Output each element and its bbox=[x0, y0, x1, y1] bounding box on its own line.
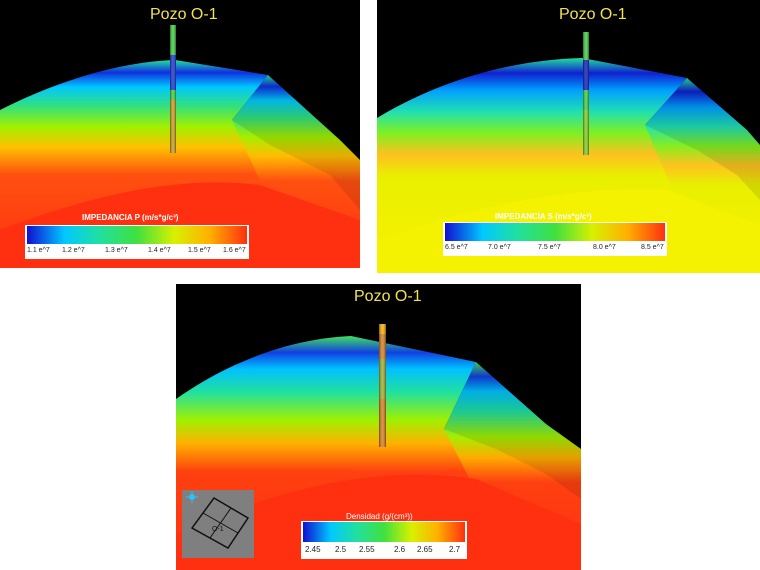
map-orientation-icon bbox=[186, 491, 250, 549]
colorbar-tick: 7.0 e^7 bbox=[488, 244, 511, 251]
colorbar-tick: 7.5 e^7 bbox=[538, 244, 561, 251]
impedance-s-panel: Pozo O-1 IMPEDANCIA S (m/s*g/c³) 6.5 e^7… bbox=[377, 0, 760, 273]
well-marker bbox=[170, 25, 176, 153]
inset-well-label: O-1 bbox=[212, 526, 224, 533]
colorbar-tick: 1.6 e^7 bbox=[223, 247, 246, 254]
colorbar-tick: 8.0 e^7 bbox=[593, 244, 616, 251]
colorbar-tick: 2.65 bbox=[417, 545, 433, 554]
colorbar-gradient bbox=[27, 226, 247, 244]
colorbar-tick: 6.5 e^7 bbox=[445, 244, 468, 251]
colorbar-tick: 2.45 bbox=[305, 545, 321, 554]
colorbar-gradient bbox=[445, 223, 665, 241]
colorbar-tick: 2.6 bbox=[394, 545, 406, 554]
well-label: Pozo O-1 bbox=[150, 6, 218, 23]
colorbar-tick: 8.5 e^7 bbox=[641, 244, 664, 251]
well-marker bbox=[583, 32, 589, 155]
colorbar-tick: 1.3 e^7 bbox=[105, 247, 128, 254]
colorbar-tick: 1.4 e^7 bbox=[148, 247, 171, 254]
impedance-p-panel: Pozo O-1 IMPEDANCIA P (m/s*g/c³) 1.1 e^7… bbox=[0, 0, 360, 268]
colorbar-tick: 2.55 bbox=[359, 545, 375, 554]
colorbar-gradient bbox=[303, 522, 465, 542]
density-panel: Pozo O-1 O-1 Densidad (g/(cm³)) 2.45 2.5… bbox=[176, 284, 581, 570]
colorbar-title: Densidad (g/(cm³)) bbox=[346, 512, 413, 521]
well-marker bbox=[379, 324, 386, 447]
colorbar-title: IMPEDANCIA S (m/s*g/c³) bbox=[495, 212, 592, 221]
orientation-inset: O-1 bbox=[182, 490, 254, 558]
colorbar-legend: 2.45 2.5 2.55 2.6 2.65 2.7 bbox=[301, 521, 467, 559]
colorbar-legend: 1.1 e^7 1.2 e^7 1.3 e^7 1.4 e^7 1.5 e^7 … bbox=[25, 225, 249, 259]
colorbar-tick: 2.5 bbox=[335, 545, 347, 554]
colorbar-title: IMPEDANCIA P (m/s*g/c³) bbox=[82, 213, 179, 222]
well-label: Pozo O-1 bbox=[559, 6, 627, 23]
colorbar-tick: 1.1 e^7 bbox=[27, 247, 50, 254]
colorbar-tick: 2.7 bbox=[449, 545, 461, 554]
colorbar-tick: 1.5 e^7 bbox=[188, 247, 211, 254]
colorbar-tick: 1.2 e^7 bbox=[62, 247, 85, 254]
well-label: Pozo O-1 bbox=[354, 288, 422, 305]
colorbar-legend: 6.5 e^7 7.0 e^7 7.5 e^7 8.0 e^7 8.5 e^7 bbox=[443, 222, 667, 256]
